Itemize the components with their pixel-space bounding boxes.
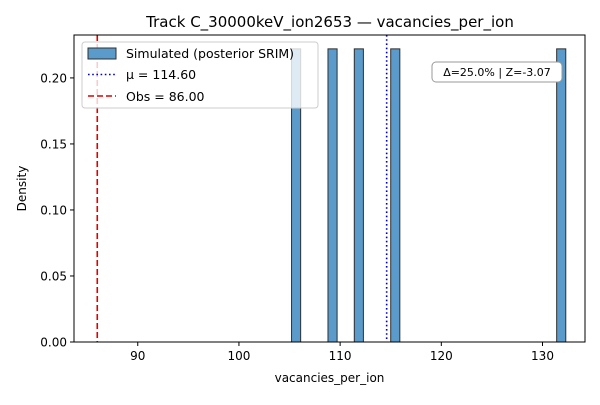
reference-lines-layer: [96, 35, 388, 342]
legend-label-simulated: Simulated (posterior SRIM): [126, 46, 294, 61]
legend-label-observed: Obs = 86.00: [126, 89, 205, 104]
legend-label-mean: μ = 114.60: [126, 67, 196, 82]
x-tick-label: 130: [531, 349, 554, 363]
x-tick-label: 110: [329, 349, 352, 363]
legend: Simulated (posterior SRIM) μ = 114.60 Ob…: [81, 41, 319, 109]
y-tick-label: 0.20: [40, 71, 67, 85]
y-tick-label: 0.10: [40, 203, 67, 217]
histogram-bar: [556, 48, 567, 343]
x-tick-label: 100: [227, 349, 250, 363]
chart-title: Track C_30000keV_ion2653 — vacancies_per…: [145, 13, 514, 32]
y-axis-label: Density: [15, 166, 29, 212]
x-tick-label: 90: [130, 349, 145, 363]
legend-box: [81, 41, 319, 109]
x-tick-label: 120: [430, 349, 453, 363]
legend-swatch-simulated: [87, 47, 117, 60]
y-tick-label: 0.15: [40, 137, 67, 151]
x-axis-label: vacancies_per_ion: [275, 371, 385, 385]
y-axis-ticks: 0.00 0.05 0.10 0.15 0.20: [40, 71, 74, 350]
y-tick-label: 0.05: [40, 269, 67, 283]
stats-annotation-box: [431, 61, 563, 83]
stats-annotation: Δ=25.0% | Z=-3.07: [431, 61, 563, 83]
histogram-bar: [353, 48, 364, 343]
plot-frame: [73, 34, 586, 343]
histogram-bar: [327, 48, 338, 343]
stats-annotation-text: Δ=25.0% | Z=-3.07: [443, 66, 551, 79]
y-tick-label: 0.00: [40, 336, 67, 350]
x-axis-ticks: 90 100 110 120 130: [130, 342, 554, 363]
histogram-bar: [390, 48, 401, 343]
